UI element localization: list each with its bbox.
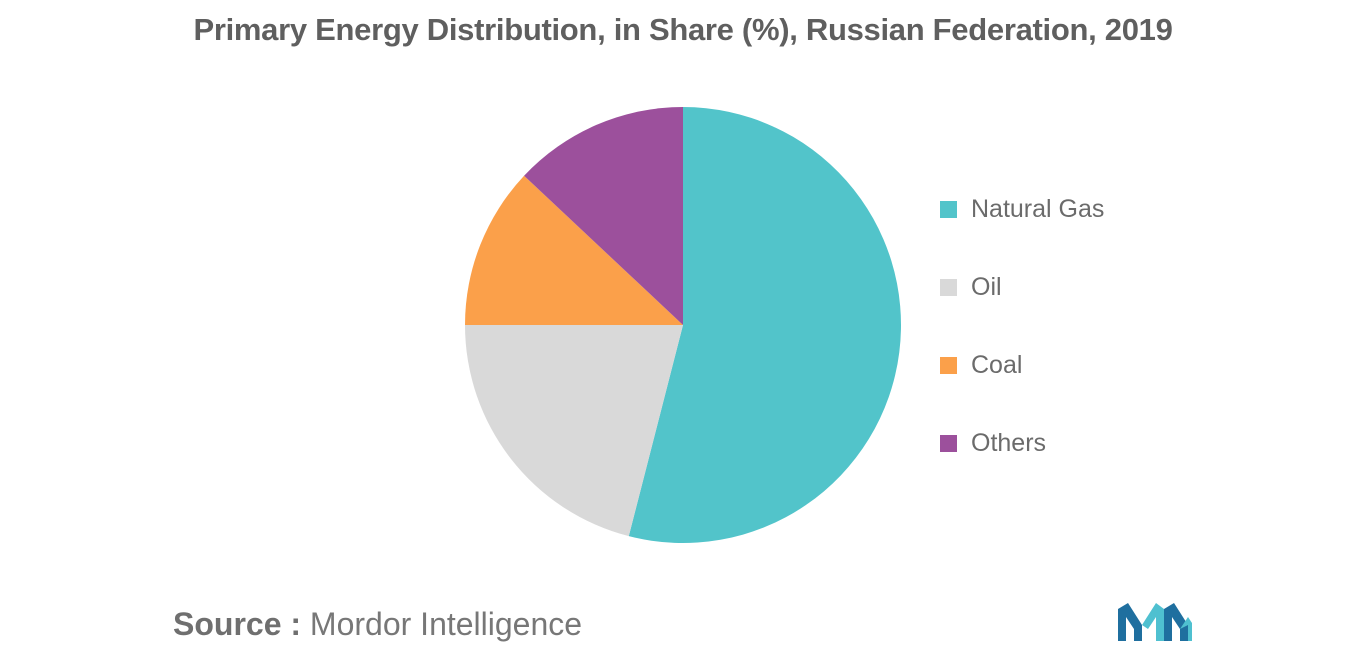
legend-label: Coal [971,351,1023,379]
legend-item-others: Others [940,424,1104,463]
legend-label: Others [971,429,1047,457]
source-note: Source : Mordor Intelligence [173,606,582,643]
pie-slices [464,107,901,543]
legend-swatch [940,279,957,296]
legend-item-coal: Coal [940,346,1104,385]
legend-item-natural-gas: Natural Gas [940,190,1104,229]
legend-swatch [940,435,957,452]
source-value: Mordor Intelligence [309,606,583,642]
legend-label: Oil [971,273,1002,301]
pie-slice-others [524,107,683,325]
legend-label: Natural Gas [971,195,1105,223]
pie-slice-natural-gas [628,107,901,543]
chart-title: Primary Energy Distribution, in Share (%… [193,12,1173,47]
legend-swatch [940,357,957,374]
pie-slice-coal [465,175,683,325]
source-label: Source : [173,606,302,642]
legend-item-oil: Oil [940,268,1104,307]
chart-legend: Natural Gas Oil Coal Others [940,190,1104,502]
mordor-intelligence-logo-icon [1118,603,1192,641]
legend-swatch [940,201,957,218]
pie-slice-oil [464,325,683,537]
